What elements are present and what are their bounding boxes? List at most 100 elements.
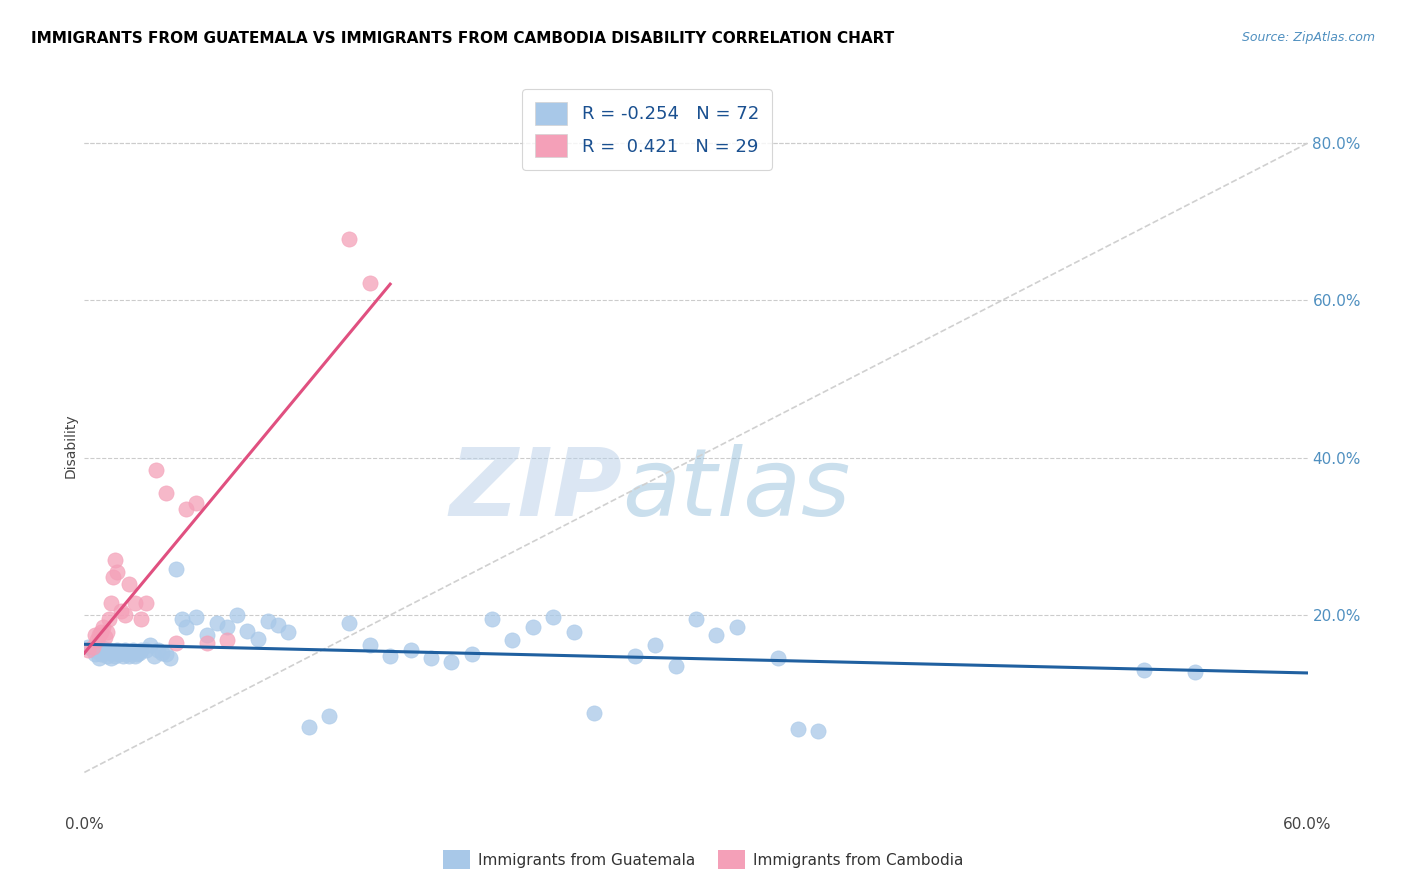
Point	[562, 625, 585, 640]
Point	[91, 620, 114, 634]
Point	[96, 625, 118, 640]
Point	[114, 643, 136, 657]
Point	[108, 648, 131, 662]
Text: atlas: atlas	[623, 444, 851, 535]
Text: IMMIGRANTS FROM GUATEMALA VS IMMIGRANTS FROM CAMBODIA DISABILITY CORRELATION CHA: IMMIGRANTS FROM GUATEMALA VS IMMIGRANTS …	[31, 31, 894, 46]
Point	[90, 625, 112, 640]
Point	[87, 651, 110, 665]
Point	[420, 651, 443, 665]
Point	[766, 651, 789, 665]
Point	[359, 638, 381, 652]
Point	[91, 641, 114, 656]
Point	[217, 633, 239, 648]
Point	[145, 462, 167, 476]
Text: Source: ZipAtlas.com: Source: ZipAtlas.com	[1241, 31, 1375, 45]
Point	[174, 502, 197, 516]
Point	[267, 617, 290, 632]
Point	[93, 630, 115, 644]
Point	[114, 608, 136, 623]
Point	[101, 646, 124, 660]
Point	[165, 562, 187, 576]
Point	[128, 646, 150, 660]
Point	[96, 648, 118, 663]
Point	[93, 646, 115, 660]
Point	[380, 648, 402, 663]
Point	[90, 648, 112, 662]
Point	[110, 604, 132, 618]
Point	[77, 640, 100, 654]
Point	[257, 615, 280, 629]
Point	[86, 643, 108, 657]
Point	[502, 633, 524, 648]
Point	[461, 648, 484, 662]
Point	[86, 633, 108, 648]
Point	[277, 625, 299, 640]
Point	[135, 643, 157, 657]
Point	[644, 638, 666, 652]
Point	[543, 609, 565, 624]
Point	[97, 612, 120, 626]
Point	[706, 628, 728, 642]
Point	[399, 643, 422, 657]
Point	[440, 655, 463, 669]
Point	[1133, 663, 1156, 677]
Point	[725, 620, 748, 634]
Point	[77, 643, 100, 657]
Point	[195, 635, 218, 649]
Point	[150, 646, 173, 660]
Point	[186, 609, 208, 624]
Point	[104, 648, 127, 663]
Point	[104, 553, 127, 567]
Point	[298, 720, 321, 734]
Point	[807, 724, 830, 739]
Point	[359, 276, 381, 290]
Point	[101, 570, 124, 584]
Point	[131, 643, 153, 657]
Point	[118, 576, 141, 591]
Point	[127, 648, 149, 662]
Point	[624, 648, 647, 663]
Point	[97, 643, 120, 657]
Point	[172, 612, 194, 626]
Point	[195, 628, 218, 642]
Point	[87, 628, 110, 642]
Point	[159, 651, 181, 665]
Point	[174, 620, 197, 634]
Point	[138, 638, 160, 652]
Point	[226, 608, 249, 623]
Y-axis label: Disability: Disability	[63, 414, 77, 478]
Point	[522, 620, 544, 634]
Point	[339, 615, 361, 630]
Point	[115, 648, 138, 662]
Point	[186, 496, 208, 510]
Point	[665, 659, 688, 673]
Point	[118, 648, 141, 663]
Legend: Immigrants from Guatemala, Immigrants from Cambodia: Immigrants from Guatemala, Immigrants fr…	[436, 844, 970, 875]
Point	[105, 643, 128, 657]
Point	[120, 646, 142, 660]
Point	[205, 615, 228, 630]
Point	[236, 624, 259, 638]
Point	[583, 706, 606, 721]
Point	[83, 648, 105, 662]
Point	[155, 648, 177, 662]
Point	[146, 643, 169, 657]
Point	[124, 596, 146, 610]
Legend: R = -0.254   N = 72, R =  0.421   N = 29: R = -0.254 N = 72, R = 0.421 N = 29	[522, 89, 772, 170]
Point	[105, 565, 128, 579]
Point	[318, 708, 340, 723]
Point	[131, 612, 153, 626]
Point	[112, 648, 135, 663]
Point	[110, 646, 132, 660]
Point	[135, 596, 157, 610]
Point	[481, 612, 503, 626]
Point	[83, 628, 105, 642]
Point	[122, 643, 145, 657]
Point	[155, 486, 177, 500]
Text: ZIP: ZIP	[450, 444, 623, 536]
Point	[787, 722, 810, 736]
Point	[1184, 665, 1206, 679]
Point	[82, 640, 104, 654]
Point	[339, 232, 361, 246]
Point	[685, 612, 707, 626]
